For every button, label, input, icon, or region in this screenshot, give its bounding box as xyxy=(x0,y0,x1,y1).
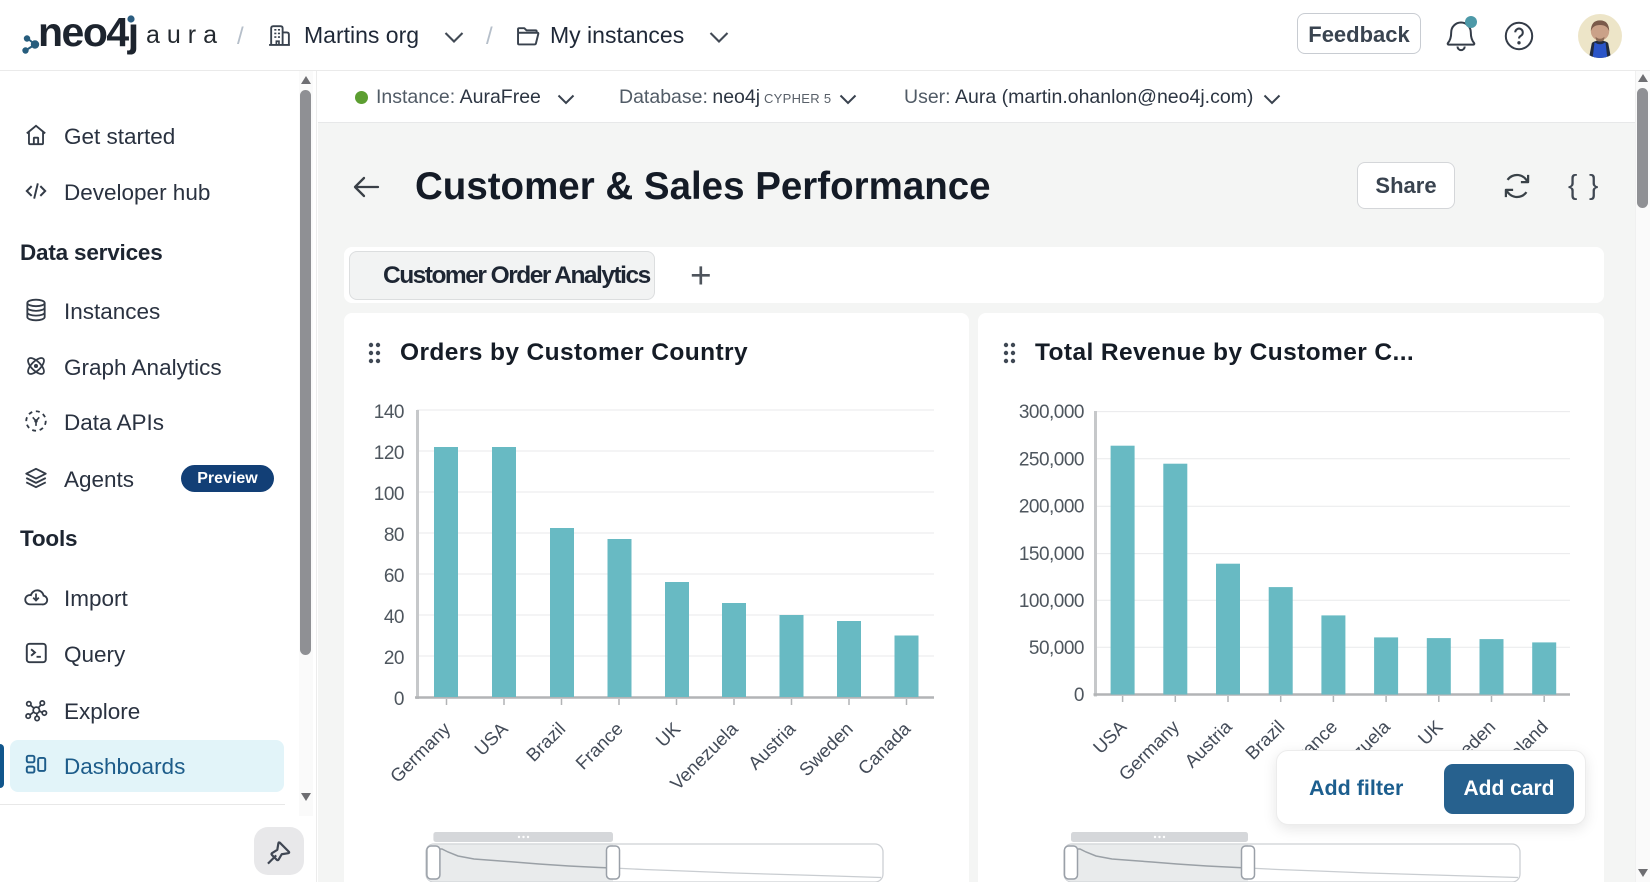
svg-text:Canada: Canada xyxy=(854,717,915,778)
svg-text:120: 120 xyxy=(374,443,404,464)
svg-text:Austria: Austria xyxy=(744,717,800,773)
svg-text:Austria: Austria xyxy=(1180,715,1236,771)
svg-text:0: 0 xyxy=(1074,685,1084,706)
svg-text:USA: USA xyxy=(1089,716,1131,758)
svg-text:250,000: 250,000 xyxy=(1019,449,1084,470)
svg-text:200,000: 200,000 xyxy=(1019,497,1084,518)
svg-text:100,000: 100,000 xyxy=(1019,591,1084,612)
svg-text:USA: USA xyxy=(470,718,512,760)
svg-text:UK: UK xyxy=(651,718,684,751)
svg-text:20: 20 xyxy=(384,648,404,669)
svg-text:Sweden: Sweden xyxy=(795,718,857,780)
svg-text:150,000: 150,000 xyxy=(1019,544,1084,565)
svg-text:140: 140 xyxy=(374,402,404,423)
svg-text:60: 60 xyxy=(384,566,404,587)
svg-text:0: 0 xyxy=(394,689,404,710)
svg-text:neo4ȷ: neo4ȷ xyxy=(38,9,138,55)
svg-text:50,000: 50,000 xyxy=(1029,638,1084,659)
svg-text:Germany: Germany xyxy=(386,717,455,786)
svg-text:300,000: 300,000 xyxy=(1019,402,1084,423)
svg-text:aura: aura xyxy=(146,21,224,49)
svg-text:40: 40 xyxy=(384,607,404,628)
svg-text:France: France xyxy=(571,718,627,774)
svg-text:UK: UK xyxy=(1414,716,1447,749)
svg-text:80: 80 xyxy=(384,525,404,546)
svg-text:Brazil: Brazil xyxy=(522,718,570,766)
svg-text:100: 100 xyxy=(374,484,404,505)
